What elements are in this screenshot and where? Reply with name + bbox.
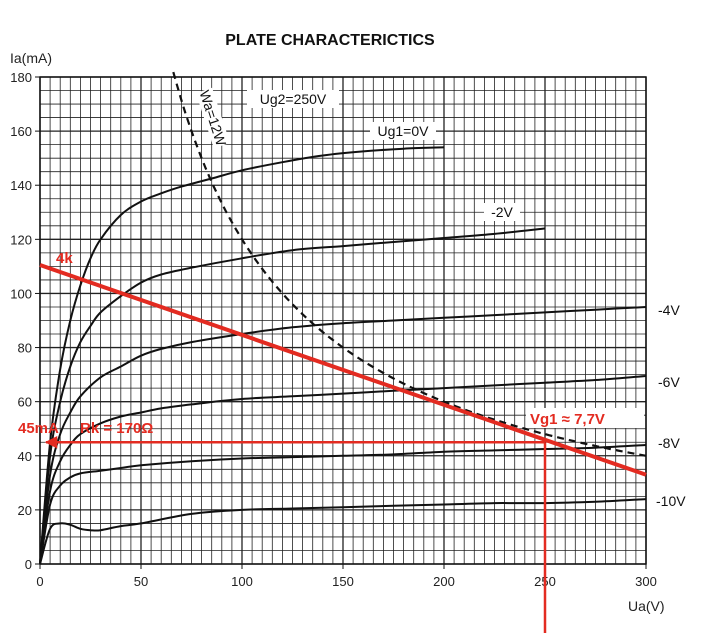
power-limit-label-group: Wa=12W xyxy=(195,87,231,149)
x-axis-label: Ua(V) xyxy=(628,598,665,614)
series-label-minus-2v-background xyxy=(484,203,520,221)
y-tick-label: 100 xyxy=(10,286,32,301)
y-tick-label: 120 xyxy=(10,232,32,247)
load-line-label: 4k xyxy=(56,250,73,267)
y-tick-label: 60 xyxy=(18,395,32,410)
series-label-minus-8v: -8V xyxy=(658,435,680,451)
grid xyxy=(39,76,647,565)
y-tick-label: 40 xyxy=(18,449,32,464)
series-label-ug1-0v-background xyxy=(370,122,436,140)
x-tick-label: 200 xyxy=(433,574,455,589)
condition-label-group: Ug2=250V xyxy=(247,90,339,108)
series-label-ug1-0v-group: Ug1=0V xyxy=(370,122,436,140)
series-line-1 xyxy=(39,146,445,565)
current-label: 45mA xyxy=(18,420,59,437)
condition-label: Ug2=250V xyxy=(260,91,327,107)
y-tick-label: 180 xyxy=(10,70,32,85)
condition-label-background xyxy=(247,90,339,108)
series-label-minus-6v: -6V xyxy=(658,374,680,390)
series-line-5 xyxy=(39,444,647,565)
x-tick-label: 100 xyxy=(231,574,253,589)
series-label-minus-10v: -10V xyxy=(656,493,686,509)
series-line-3 xyxy=(39,306,647,565)
annotations: 4k Vg1 ≈ 7,7V 45mA Rk = 170Ω xyxy=(18,250,647,633)
rk-label: Rk = 170Ω xyxy=(80,420,153,437)
power-limit-label-background xyxy=(195,87,231,149)
y-tick-label: 20 xyxy=(18,503,32,518)
y-tick-label: 0 xyxy=(25,557,32,572)
vg1-label: Vg1 ≈ 7,7V xyxy=(530,411,605,428)
y-tick-label: 140 xyxy=(10,178,32,193)
series-line-6 xyxy=(39,498,647,565)
x-tick-label: 0 xyxy=(36,574,43,589)
x-tick-label: 150 xyxy=(332,574,354,589)
labels: Ug2=250V Ug1=0V -2V -4V -6V -8V -10V Wa=12W xyxy=(195,87,686,509)
x-tick-label: 300 xyxy=(635,574,657,589)
chart-title: PLATE CHARACTERICTICS xyxy=(225,32,435,49)
series-label-minus-2v-group: -2V xyxy=(484,203,520,221)
y-axis-label: Ia(mA) xyxy=(10,50,52,66)
y-tick-label: 160 xyxy=(10,124,32,139)
series-line-2 xyxy=(39,227,546,565)
series-line-4 xyxy=(39,375,647,565)
y-tick-label: 80 xyxy=(18,341,32,356)
series-label-minus-2v: -2V xyxy=(491,204,513,220)
series-label-ug1-0v: Ug1=0V xyxy=(378,123,430,139)
x-tick-label: 50 xyxy=(134,574,148,589)
load-line xyxy=(39,263,647,477)
series-label-minus-4v: -4V xyxy=(658,302,680,318)
vg1-label-background xyxy=(526,408,644,428)
axes: 0501001502002503000204060801001201401601… xyxy=(10,70,657,589)
curves xyxy=(39,71,647,565)
